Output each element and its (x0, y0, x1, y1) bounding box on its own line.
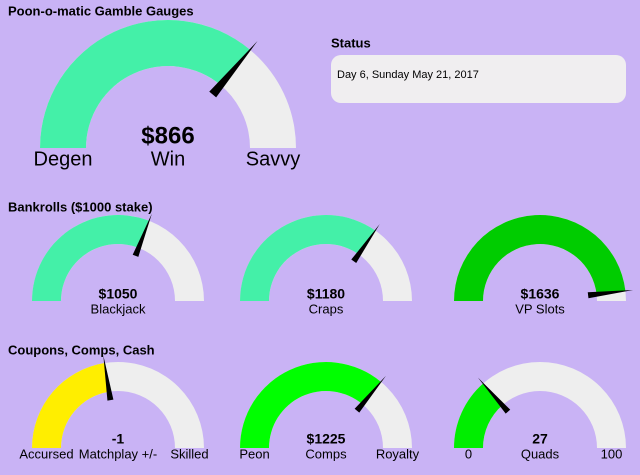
status-title: Status (331, 35, 371, 50)
gauge-value: $1180 (307, 286, 345, 302)
gauge-fill (32, 363, 110, 448)
gauge-fill (32, 214, 150, 301)
gauge-value: $866 (141, 122, 194, 149)
section-title: Coupons, Comps, Cash (8, 342, 155, 357)
gauge-label: Comps (305, 446, 347, 461)
gauge-needle (478, 377, 511, 414)
gauge-max-label: Skilled (170, 446, 208, 461)
page-title: Poon-o-matic Gamble Gauges (8, 3, 194, 18)
gauge-min-label: Accursed (19, 446, 73, 461)
gauge-min-label: Peon (239, 446, 269, 461)
gauge-min-label: 0 (465, 446, 472, 461)
gauge-label: Win (151, 148, 185, 170)
gauge-max-label: Savvy (246, 148, 300, 170)
gauge-label: VP Slots (515, 301, 565, 316)
gauge-needle (209, 40, 258, 98)
gauge-value: -1 (112, 431, 125, 447)
gauge-label: Craps (309, 301, 344, 316)
gauge-label: Quads (521, 446, 560, 461)
status-text: Day 6, Sunday May 21, 2017 (337, 69, 479, 81)
gauge-needle (351, 224, 380, 264)
gauge-value: 27 (532, 431, 548, 447)
gauge-max-label: 100 (601, 446, 623, 461)
gauge-fill (40, 19, 251, 148)
gauge-label: Matchplay +/- (79, 446, 157, 461)
gauge-value: $1636 (521, 286, 560, 302)
gauge-needle (103, 355, 114, 401)
gauge-needle (587, 289, 634, 299)
gauge-fill (454, 383, 503, 448)
gauge-fill (240, 214, 376, 301)
gauge-fill (240, 362, 381, 448)
gauge-needle (132, 213, 152, 257)
status-box (331, 55, 626, 103)
gauge-min-label: Degen (34, 148, 93, 170)
gauge-fill (454, 214, 626, 301)
gauge-max-label: Royalty (376, 446, 420, 461)
gauge-value: $1225 (307, 431, 346, 447)
gauge-label: Blackjack (91, 301, 146, 316)
section-title: Bankrolls ($1000 stake) (8, 199, 153, 214)
gauge-value: $1050 (99, 286, 138, 302)
gauge-needle (354, 375, 386, 413)
gauge-track (454, 362, 626, 448)
